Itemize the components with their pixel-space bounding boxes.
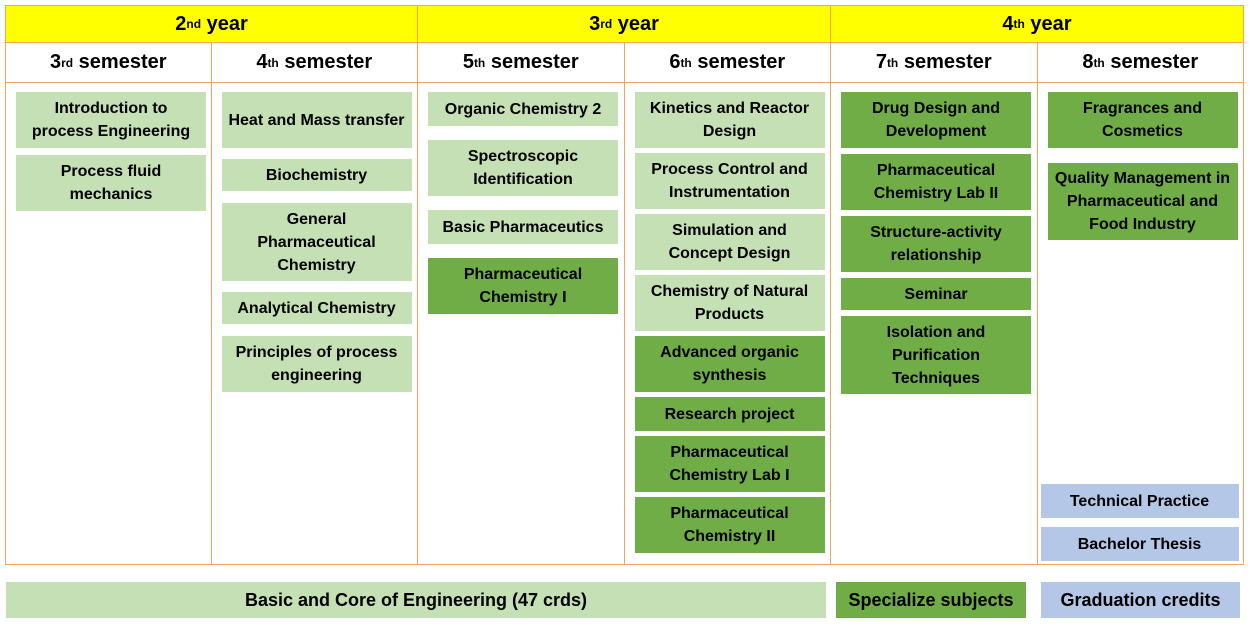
- course-box: Pharmaceutical Chemistry I: [428, 258, 618, 314]
- semester-column-8: Fragrances and Cosmetics Quality Managem…: [1037, 83, 1244, 565]
- semester-column-7: Drug Design and Development Pharmaceutic…: [831, 83, 1038, 565]
- semester-number: 4: [256, 51, 268, 73]
- semester-word: semester: [1110, 51, 1199, 73]
- semester-number: 5: [462, 51, 474, 73]
- semester-word: semester: [490, 51, 579, 73]
- course-box: Pharmaceutical Chemistry Lab II: [841, 154, 1031, 210]
- legend-specialize: Specialize subjects: [836, 582, 1026, 618]
- year-word: year: [617, 12, 659, 35]
- course-box: Introduction to process Engineering: [16, 92, 206, 148]
- semester-number: 8: [1082, 51, 1094, 73]
- semester-column-4: Heat and Mass transfer Biochemistry Gene…: [211, 83, 418, 565]
- semester-column-3: Introduction to process Engineering Proc…: [5, 83, 212, 565]
- course-box: Advanced organic synthesis: [634, 336, 825, 392]
- course-box: Principles of process engineering: [221, 336, 412, 392]
- semester-word: semester: [903, 51, 992, 73]
- semester-number: 7: [875, 51, 887, 73]
- course-box: Process Control and Instrumentation: [634, 153, 825, 209]
- semester-word: semester: [78, 51, 167, 73]
- semester-number: 6: [669, 51, 681, 73]
- course-box: Spectroscopic Identification: [428, 140, 618, 196]
- course-box: Quality Management in Pharmaceutical and…: [1047, 163, 1238, 240]
- year-word: year: [1030, 12, 1072, 35]
- course-box: Fragrances and Cosmetics: [1047, 92, 1238, 148]
- course-box: Heat and Mass transfer: [221, 92, 412, 148]
- year-number: 2: [175, 12, 187, 35]
- course-box: Isolation and Purification Techniques: [841, 316, 1031, 394]
- course-columns: Introduction to process Engineering Proc…: [5, 83, 1244, 565]
- course-box: Chemistry of Natural Products: [634, 275, 825, 331]
- semester-column-6: Kinetics and Reactor Design Process Cont…: [624, 83, 831, 565]
- year-number: 3: [589, 12, 601, 35]
- year-number: 4: [1002, 12, 1014, 35]
- course-box: Biochemistry: [221, 159, 412, 191]
- course-box: Pharmaceutical Chemistry II: [634, 497, 825, 553]
- course-box: Kinetics and Reactor Design: [634, 92, 825, 148]
- course-box: Organic Chemistry 2: [428, 92, 618, 126]
- course-box: Bachelor Thesis: [1040, 527, 1239, 561]
- course-box: Simulation and Concept Design: [634, 214, 825, 270]
- course-box: Process fluid mechanics: [16, 155, 206, 211]
- semester-word: semester: [697, 51, 786, 73]
- course-box: General Pharmaceutical Chemistry: [221, 203, 412, 281]
- course-box: Analytical Chemistry: [221, 292, 412, 324]
- course-box: Structure-activity relationship: [841, 216, 1031, 272]
- semester-number: 3: [49, 51, 62, 73]
- semester-word: semester: [284, 51, 373, 73]
- legend-graduation: Graduation credits: [1041, 582, 1240, 618]
- course-box: Drug Design and Development: [841, 92, 1031, 148]
- course-box: Research project: [634, 397, 825, 431]
- course-box: Seminar: [841, 278, 1031, 310]
- course-box: Technical Practice: [1040, 484, 1239, 518]
- year-word: year: [206, 12, 248, 35]
- legend-basic: Basic and Core of Engineering (47 crds): [6, 582, 826, 618]
- course-box: Basic Pharmaceutics: [428, 210, 618, 244]
- course-box: Pharmaceutical Chemistry Lab I: [634, 436, 825, 492]
- semester-column-5: Organic Chemistry 2 Spectroscopic Identi…: [418, 83, 625, 565]
